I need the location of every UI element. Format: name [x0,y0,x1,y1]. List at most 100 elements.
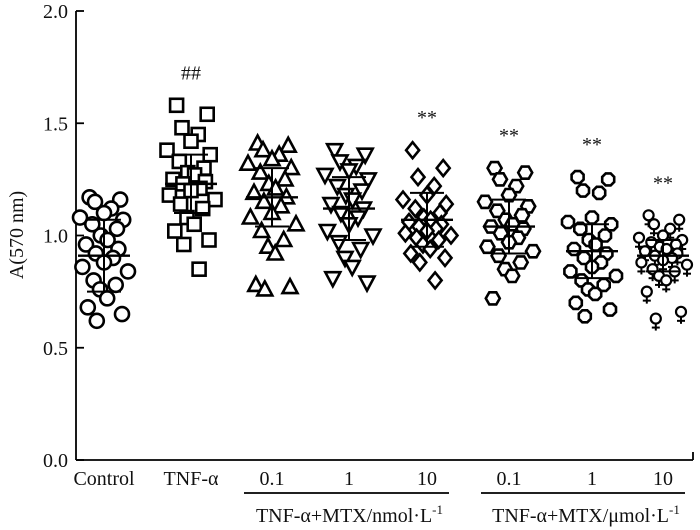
category-label: 10 [653,468,673,490]
square-marker [201,232,217,248]
octagon-marker [602,302,618,317]
significance-label: ** [499,125,519,147]
square-marker [194,200,211,217]
triangle-down-marker [357,275,377,294]
triangle-up-marker [251,220,272,239]
octagon-marker [575,183,591,198]
square-marker [186,216,202,233]
hexagon-marker [524,243,542,259]
square-marker [183,133,199,150]
triangle-up-marker [281,157,301,176]
group-labels: TNF-α+MTX/nmol·L-1 TNF-α+MTX/μmol·L-1 [244,492,685,527]
octagon-marker [560,214,576,230]
hexagon-marker [478,239,496,255]
y-tick-label: 0.5 [43,338,68,360]
category-labels: Control TNF-α 0.1 1 10 0.1 1 10 [73,468,673,490]
square-marker [172,196,189,212]
octagon-marker [568,295,584,311]
diamond-marker [404,140,421,161]
category-label: 0.1 [260,468,285,490]
category-label: 10 [417,468,437,490]
category-label: 0.1 [497,468,522,490]
circle-marker [77,236,95,253]
hexagon-marker [484,290,502,306]
triangle-up-marker [262,148,282,167]
circle-marker [88,312,106,330]
group-label: TNF-α+MTX/nmol·L-1 [256,502,443,527]
octagon-marker [600,172,616,187]
circle-marker [119,263,137,280]
diamond-marker [435,158,452,179]
triangle-up-marker [246,274,266,293]
square-marker [159,142,175,158]
diamond-marker [409,167,427,188]
hexagon-marker [516,165,534,180]
female-marker [640,285,653,304]
circle-marker [86,193,104,211]
triangle-up-marker [255,278,275,297]
triangle-down-marker [335,250,355,269]
y-tick-label: 2.0 [43,1,68,23]
circle-marker [108,220,126,238]
triangle-down-marker [315,167,335,186]
octagon-marker [587,286,603,302]
circle-marker [95,204,113,222]
triangle-up-marker [250,161,270,180]
octagon-marker [566,241,582,257]
triangle-up-marker [278,134,298,153]
triangle-up-marker [240,206,261,225]
female-marker [632,231,646,250]
category-label: 1 [344,468,354,490]
triangle-down-marker [327,178,347,197]
triangle-up-marker [280,276,300,295]
group-label: TNF-α+MTX/μmol·L-1 [492,502,680,527]
square-marker [161,187,178,203]
diamond-marker [442,225,460,246]
triangle-down-marker [339,163,359,182]
female-marker [674,305,688,324]
square-marker [176,236,192,253]
hexagon-marker [500,187,518,203]
diamond-marker [394,189,412,210]
hexagon-marker [490,248,508,264]
female-marker [660,274,673,293]
diamond-marker [402,243,419,264]
significance-label: ## [181,62,201,84]
significance-label: ** [582,134,602,156]
square-marker [207,191,223,208]
diamond-marker [411,252,428,273]
square-marker [191,261,207,277]
triangle-down-marker [321,196,341,215]
triangle-up-marker [286,213,306,232]
diamond-marker [430,229,447,251]
significance-marks: ## ** ** ** ** [181,62,673,194]
female-marker [647,218,661,237]
octagon-marker [591,185,607,201]
triangle-down-marker [355,147,375,166]
circle-marker [107,276,124,294]
female-marker [649,312,662,331]
triangle-up-marker [253,139,273,158]
y-tick-label: 1.0 [43,226,68,248]
octagon-marker [596,277,612,293]
y-ticks: 0.0 0.5 1.0 1.5 2.0 [43,1,84,472]
triangle-down-marker [351,241,371,260]
circle-marker [71,209,89,226]
square-marker [167,223,183,239]
octagon-marker [597,228,613,243]
octagon-marker [563,264,578,279]
female-marker [673,213,686,232]
triangle-up-marker [274,229,294,248]
diamond-marker [426,270,444,291]
octagon-marker [577,308,593,324]
triangle-down-marker [328,234,349,253]
circle-marker [113,305,131,323]
triangle-up-marker [265,242,285,261]
square-marker [168,97,185,114]
diamond-marker [397,223,414,244]
circle-marker [98,290,116,307]
category-label: 1 [587,468,597,490]
octagon-marker [570,169,585,185]
triangle-up-marker [238,152,258,171]
